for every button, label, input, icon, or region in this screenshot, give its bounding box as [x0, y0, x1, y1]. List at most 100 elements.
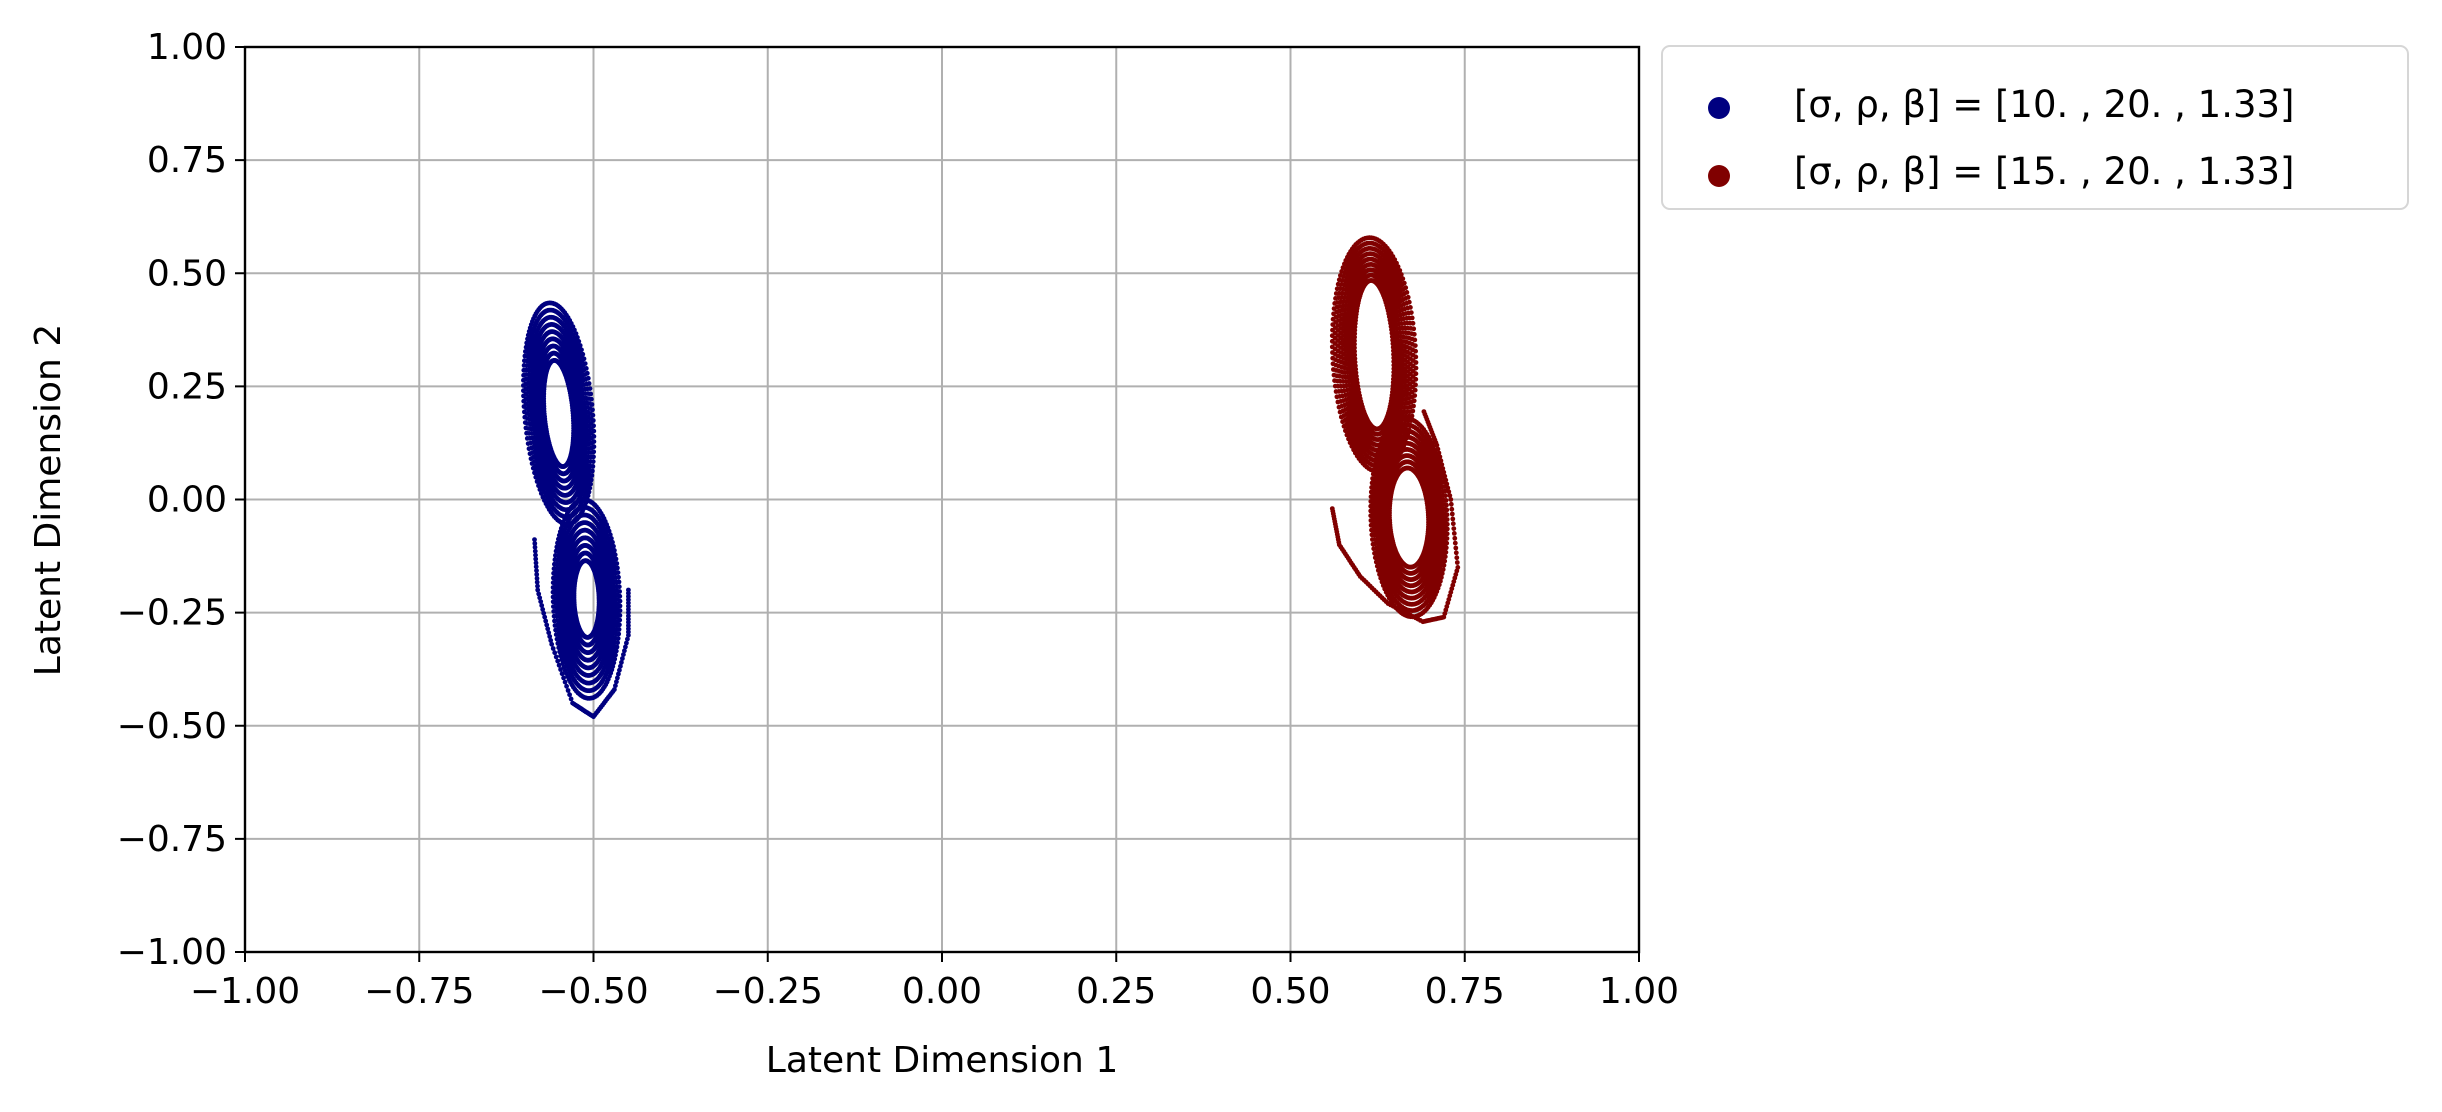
data-point [524, 430, 529, 436]
data-point [532, 548, 538, 554]
data-point [1372, 555, 1378, 561]
data-point [1453, 550, 1459, 556]
data-point [582, 361, 588, 366]
data-point [585, 375, 591, 381]
data-point [1368, 499, 1374, 504]
series-1 [521, 300, 631, 720]
data-point [580, 351, 586, 357]
data-point [626, 632, 631, 638]
data-point [1440, 466, 1446, 471]
data-point [562, 679, 568, 685]
legend-marker-series-1 [1708, 97, 1730, 119]
data-point [1373, 559, 1379, 565]
data-point [1443, 549, 1449, 555]
data-point [521, 388, 526, 394]
data-point [600, 513, 605, 519]
data-point [555, 641, 561, 646]
data-point [1333, 296, 1338, 301]
data-point [1369, 480, 1375, 486]
legend[interactable]: [σ, ρ, β] = [10. , 20. , 1.33] [σ, ρ, β]… [1661, 45, 2409, 210]
data-point [1413, 382, 1418, 388]
data-point [542, 614, 548, 620]
data-point [552, 618, 557, 624]
data-point [533, 564, 539, 570]
data-point [616, 631, 622, 637]
x-tick-label: −0.75 [364, 971, 474, 1012]
data-point [1442, 611, 1448, 616]
data-point [616, 574, 621, 580]
data-point [620, 656, 625, 661]
data-point [1444, 536, 1450, 541]
data-point [1443, 477, 1449, 483]
data-point [560, 661, 566, 666]
data-point [1330, 361, 1336, 367]
data-point [532, 544, 538, 550]
data-point [1331, 306, 1337, 311]
data-point [1334, 286, 1340, 292]
data-point [534, 568, 539, 573]
data-point [590, 418, 596, 423]
data-point [1413, 354, 1419, 360]
data-point [522, 414, 528, 420]
data-point [1338, 414, 1344, 420]
data-point [586, 489, 592, 495]
data-point [1448, 501, 1454, 507]
data-point [530, 465, 536, 471]
data-point [1450, 521, 1456, 527]
data-point [1412, 387, 1418, 393]
data-point [543, 618, 549, 624]
data-point [533, 552, 538, 558]
data-point [565, 688, 571, 693]
data-point [617, 593, 623, 599]
data-point [626, 629, 631, 635]
data-point [1442, 473, 1448, 479]
data-point [532, 537, 537, 542]
data-point [1451, 531, 1457, 536]
data-point [524, 340, 530, 346]
data-point [527, 451, 533, 457]
data-point [537, 595, 543, 601]
data-point [617, 622, 622, 628]
data-point [1444, 481, 1450, 487]
data-point [590, 468, 595, 474]
data-point [590, 412, 596, 418]
data-point [616, 671, 621, 677]
data-point [521, 404, 527, 409]
data-point [621, 652, 626, 657]
data-point [557, 649, 562, 655]
data-point [553, 553, 558, 558]
data-point [1405, 294, 1411, 300]
data-point [523, 349, 528, 354]
data-point [618, 663, 623, 669]
data-point [537, 487, 543, 492]
data-point [539, 603, 545, 608]
data-point [1442, 488, 1448, 494]
data-point [538, 599, 544, 604]
data-point [1375, 451, 1380, 457]
data-point [558, 667, 563, 672]
data-point [623, 644, 628, 650]
data-point [535, 583, 540, 589]
data-point [551, 609, 557, 614]
data-point [1370, 471, 1376, 477]
data-point [1412, 393, 1418, 398]
data-point [1370, 541, 1376, 547]
data-point [552, 623, 558, 628]
data-point [533, 474, 539, 480]
data-point [1335, 281, 1341, 287]
data-point [617, 598, 623, 604]
data-point [1331, 367, 1336, 372]
data-point [550, 589, 556, 595]
data-point [1449, 506, 1455, 512]
data-point [1347, 440, 1353, 446]
y-tick-label: 0.50 [147, 253, 227, 294]
data-point [526, 446, 532, 452]
data-point [557, 529, 563, 535]
x-tick-label: 0.50 [1250, 971, 1330, 1012]
data-point [591, 439, 597, 444]
data-point [1333, 291, 1339, 296]
series-layer [521, 235, 1461, 720]
data-point [1400, 276, 1406, 282]
data-point [1443, 545, 1449, 551]
